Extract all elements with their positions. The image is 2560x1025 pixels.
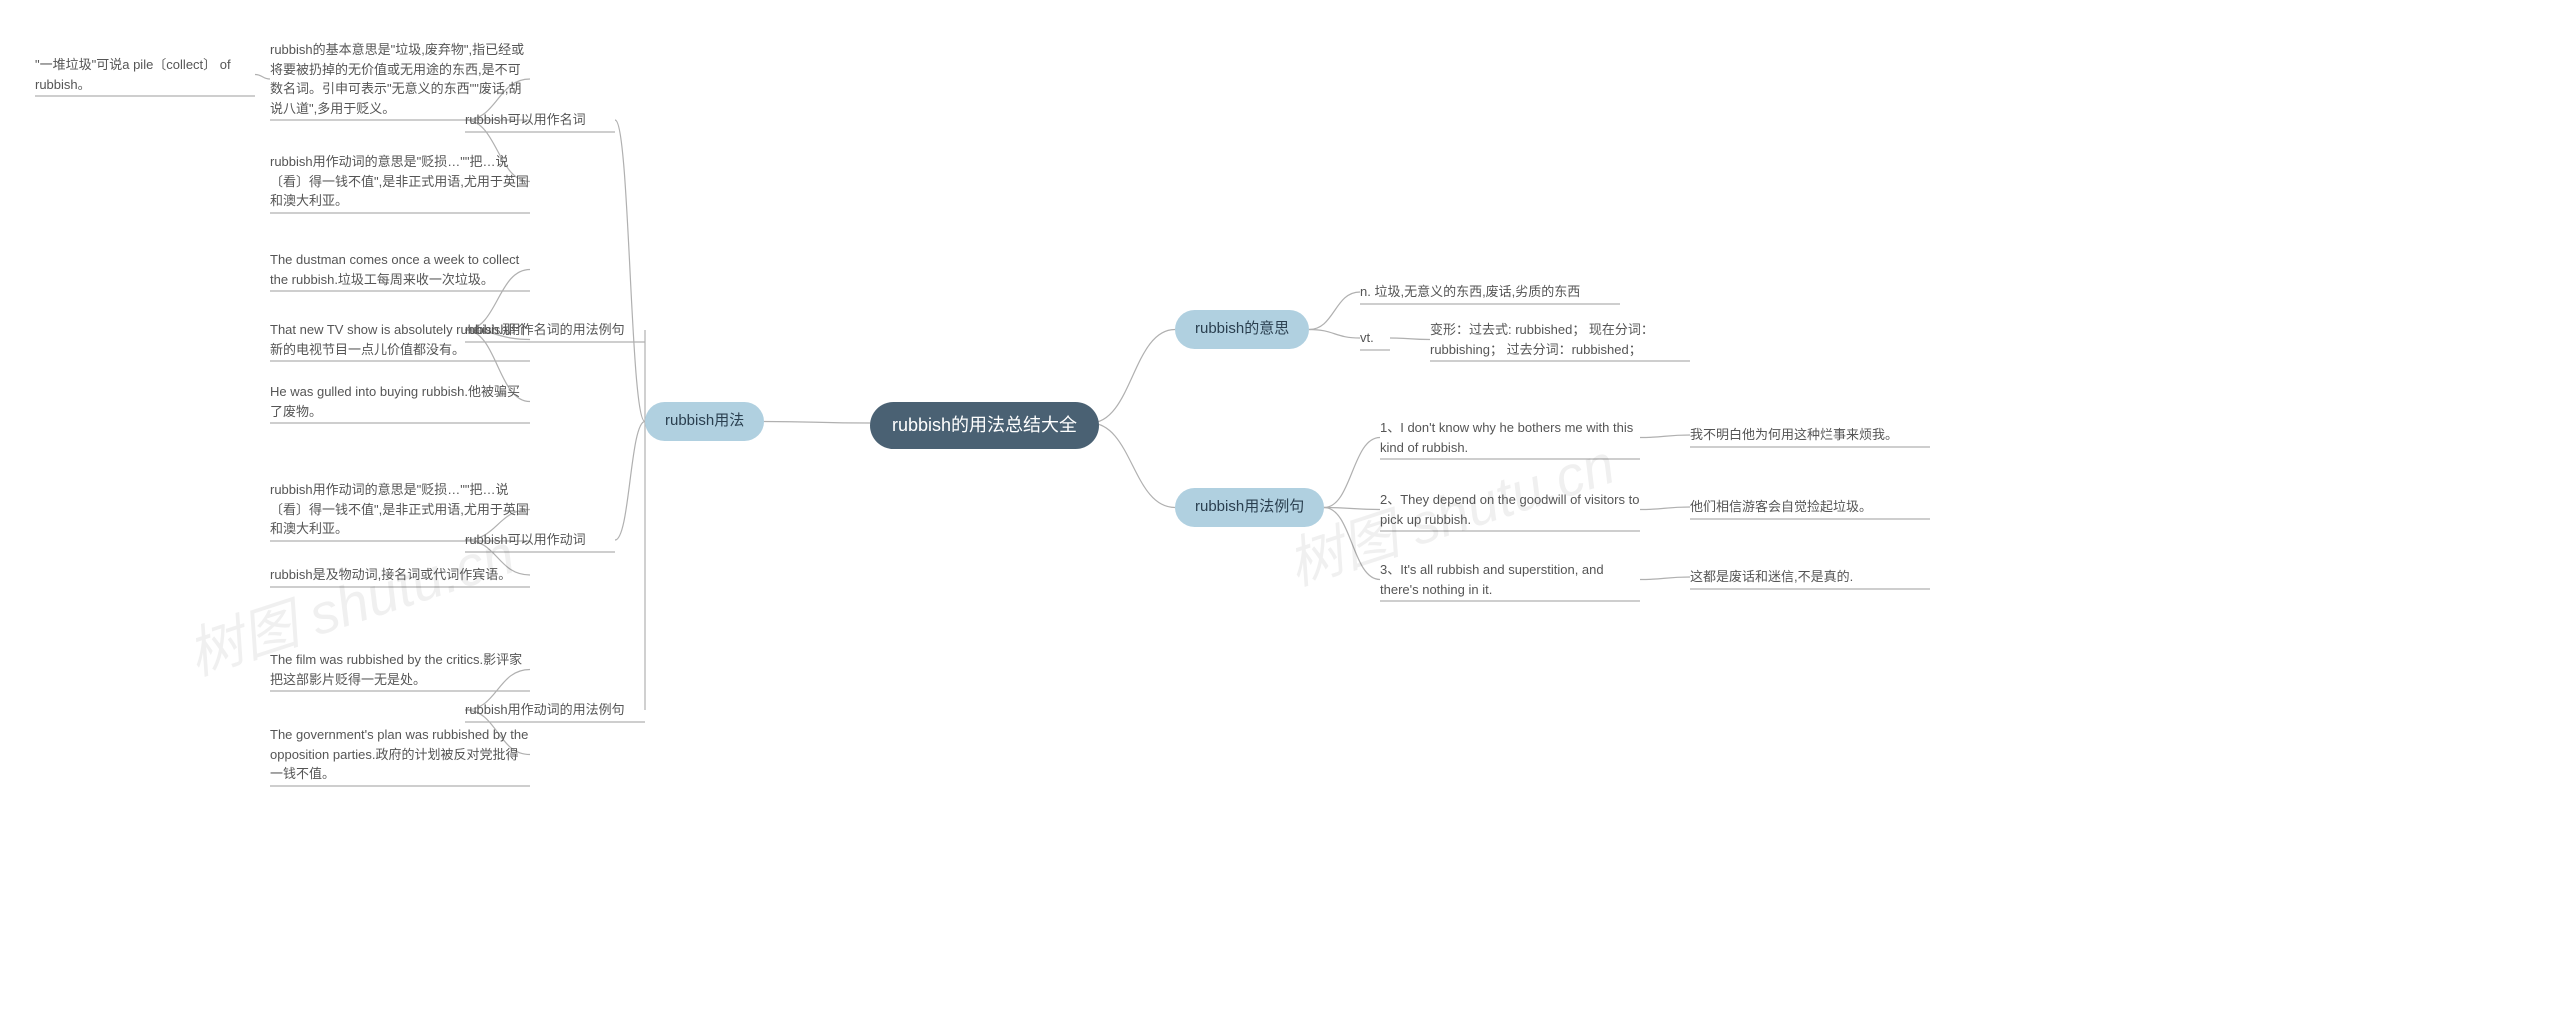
mindmap-node: The dustman comes once a week to collect… [270, 250, 530, 289]
mindmap-node: rubbish用作动词的意思是"贬损…""把…说〔看〕得一钱不值",是非正式用语… [270, 152, 530, 211]
mindmap-node: vt. [1360, 328, 1390, 348]
mindmap-node: rubbish是及物动词,接名词或代词作宾语。 [270, 565, 530, 585]
mindmap-node: He was gulled into buying rubbish.他被骗买了废… [270, 382, 530, 421]
branch-usage: rubbish用法 [645, 402, 764, 441]
mindmap-node: 变形：过去式: rubbished； 现在分词：rubbishing； 过去分词… [1430, 320, 1690, 359]
mindmap-node: rubbish的基本意思是"垃圾,废弃物",指已经或将要被扔掉的无价值或无用途的… [270, 40, 530, 118]
mindmap-node: rubbish用作动词的用法例句 [465, 700, 645, 720]
mindmap-node: 2、They depend on the goodwill of visitor… [1380, 490, 1640, 529]
branch-meaning: rubbish的意思 [1175, 310, 1309, 349]
mindmap-node: 他们相信游客会自觉捡起垃圾。 [1690, 497, 1930, 517]
mindmap-node: rubbish用作动词的意思是"贬损…""把…说〔看〕得一钱不值",是非正式用语… [270, 480, 530, 539]
mindmap-node: The government's plan was rubbished by t… [270, 725, 530, 784]
mindmap-node: 这都是废话和迷信,不是真的. [1690, 567, 1930, 587]
root-node: rubbish的用法总结大全 [870, 402, 1099, 449]
mindmap-node: 我不明白他为何用这种烂事来烦我。 [1690, 425, 1930, 445]
mindmap-node: 3、It's all rubbish and superstition, and… [1380, 560, 1640, 599]
branch-examples: rubbish用法例句 [1175, 488, 1324, 527]
mindmap-node: 1、I don't know why he bothers me with th… [1380, 418, 1640, 457]
mindmap-node: That new TV show is absolutely rubbish.那… [270, 320, 530, 359]
mindmap-node: "一堆垃圾"可说a pile〔collect〕 of rubbish。 [35, 55, 255, 94]
mindmap-node: n. 垃圾,无意义的东西,废话,劣质的东西 [1360, 282, 1620, 302]
mindmap-node: The film was rubbished by the critics.影评… [270, 650, 530, 689]
